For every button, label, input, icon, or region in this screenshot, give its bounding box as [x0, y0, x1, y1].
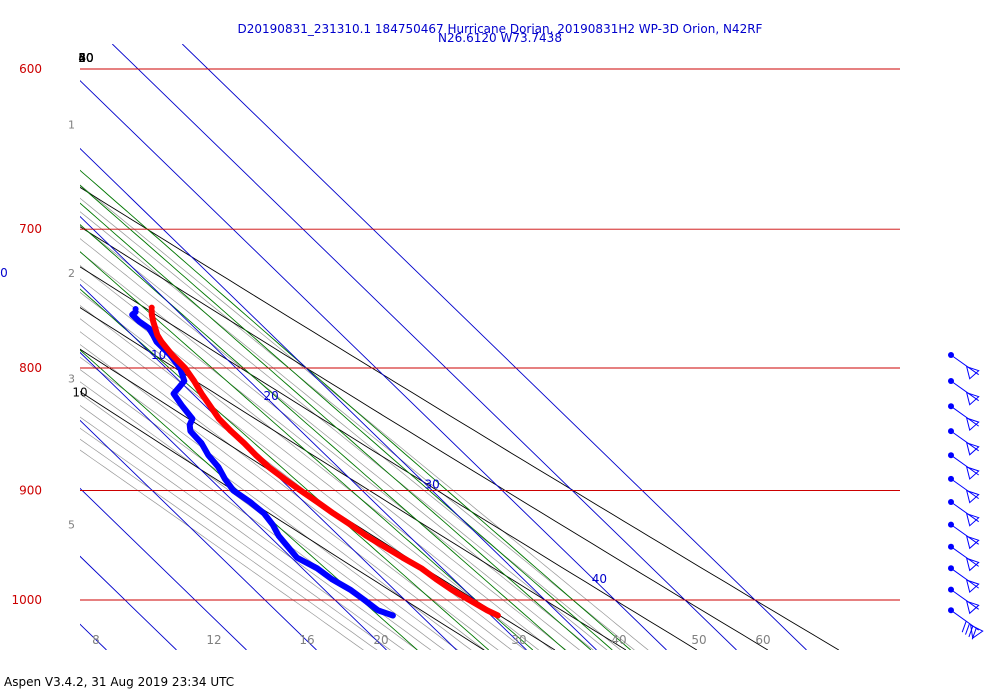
moist-adiabat-grid — [80, 184, 649, 650]
mixing-ratio-line — [80, 349, 418, 650]
bottom-tick-label: 20 — [373, 633, 388, 647]
chart-subtitle: N26.6120 W73.7438 — [438, 31, 562, 45]
mixing-ratio-line — [80, 251, 534, 650]
dry-adiabat-line — [80, 186, 840, 650]
moist-adiabat-line — [80, 238, 594, 650]
moist-adiabat-line — [80, 393, 432, 650]
wind-barb — [948, 352, 980, 380]
wind-barb — [948, 475, 980, 504]
mixing-ratio-line — [80, 288, 489, 650]
moist-adiabat-line — [80, 344, 486, 650]
isobar-grid — [80, 68, 900, 601]
isotherm-grid — [0, 44, 807, 650]
moist-adiabat-line — [80, 381, 445, 650]
wind-barbs — [948, 352, 984, 640]
temperature-profile-top-point — [148, 304, 155, 311]
temperature-profile — [148, 307, 501, 619]
moist-adiabat-line — [80, 278, 553, 650]
mixing-ratio-grid — [80, 169, 631, 650]
sounding-profiles — [129, 304, 501, 619]
pressure-label: 700 — [19, 222, 42, 236]
bottom-tick-label: 60 — [755, 633, 770, 647]
wind-barb — [948, 378, 980, 406]
wind-barb — [948, 586, 980, 615]
moist-adiabat-line — [80, 438, 378, 650]
wind-barb — [948, 543, 980, 572]
dry-adiabat-line — [80, 226, 769, 650]
isotherm-line — [80, 215, 527, 650]
mixing-ratio-line — [80, 184, 613, 650]
moist-adiabat-line — [80, 416, 405, 650]
dry-adiabat-label: 60 — [78, 51, 93, 65]
moist-adiabat-line — [80, 184, 649, 650]
moist-adiabat-line — [80, 251, 581, 650]
isotherm-line — [80, 419, 317, 650]
height-label: 2 — [68, 267, 75, 280]
isotherm-line — [80, 79, 667, 650]
wind-barb — [948, 403, 980, 432]
software-footer: Aspen V3.4.2, 31 Aug 2019 23:34 UTC — [4, 675, 234, 689]
isotherm-label: 0 — [0, 266, 8, 280]
moist-adiabat-line — [80, 197, 635, 650]
moist-adiabat-line — [80, 224, 608, 650]
isotherm-line — [0, 44, 37, 650]
dry-adiabat-label: 20 — [78, 51, 93, 65]
wind-barb — [948, 428, 980, 456]
pressure-label: 1000 — [11, 593, 42, 607]
isotherm-line — [80, 487, 247, 650]
axis-labels: 1020304050605101520253035-20-10010203040… — [0, 51, 770, 647]
wind-barb — [948, 499, 980, 527]
bottom-tick-label: 50 — [691, 633, 706, 647]
wind-barb — [948, 452, 980, 480]
bottom-tick-label: 12 — [206, 633, 221, 647]
isotherm-line — [80, 555, 177, 650]
wind-barb — [948, 565, 980, 594]
dry-adiabat-label: 40 — [78, 51, 93, 65]
bottom-tick-label: 8 — [92, 633, 100, 647]
height-label: 3 — [68, 372, 75, 385]
dewpoint-profile-top-point — [132, 306, 139, 312]
isotherm-label: 30 — [425, 478, 440, 492]
moist-adiabat-line — [80, 405, 418, 650]
dry-adiabat-label: 30 — [78, 51, 93, 65]
pressure-label: 600 — [19, 62, 42, 76]
dewpoint-profile — [129, 309, 396, 619]
dry-adiabat-label: 50 — [78, 51, 93, 65]
dry-adiabat-line — [80, 391, 485, 650]
moist-adiabat-line — [80, 331, 499, 650]
mixing-ratio-line — [80, 169, 631, 650]
wind-barb — [948, 607, 984, 640]
bottom-tick-label: 40 — [611, 633, 626, 647]
wind-barb — [948, 521, 980, 550]
bottom-tick-label: 16 — [299, 633, 314, 647]
mixing-ratio-line — [80, 202, 592, 650]
isotherm-line — [181, 44, 807, 650]
dry-adiabat-line — [80, 266, 698, 650]
isotherm-label: 20 — [263, 389, 278, 403]
pressure-label: 800 — [19, 361, 42, 375]
chart-title: D20190831_231310.1 184750467 Hurricane D… — [238, 22, 763, 36]
isotherm-line — [80, 351, 387, 650]
moist-adiabat-line — [80, 318, 513, 650]
height-label: 1 — [68, 119, 75, 132]
isotherm-line — [80, 147, 597, 650]
moist-adiabat-line — [80, 427, 391, 650]
moist-adiabat-line — [80, 449, 364, 650]
isotherm-line — [80, 623, 107, 650]
isotherm-line — [80, 283, 457, 650]
pressure-label: 900 — [19, 484, 42, 498]
moist-adiabat-line — [80, 369, 459, 650]
moist-adiabat-line — [80, 211, 622, 650]
moist-adiabat-line — [80, 291, 540, 650]
dry-adiabat-line — [80, 307, 627, 650]
bottom-tick-label: 30 — [511, 633, 526, 647]
mixing-ratio-line — [80, 223, 566, 650]
height-label: 5 — [68, 519, 75, 532]
moist-adiabat-line — [80, 265, 567, 650]
isotherm-label: 40 — [592, 572, 607, 586]
isotherm-line — [111, 44, 737, 650]
dry-adiabat-label: 10 — [72, 385, 87, 399]
